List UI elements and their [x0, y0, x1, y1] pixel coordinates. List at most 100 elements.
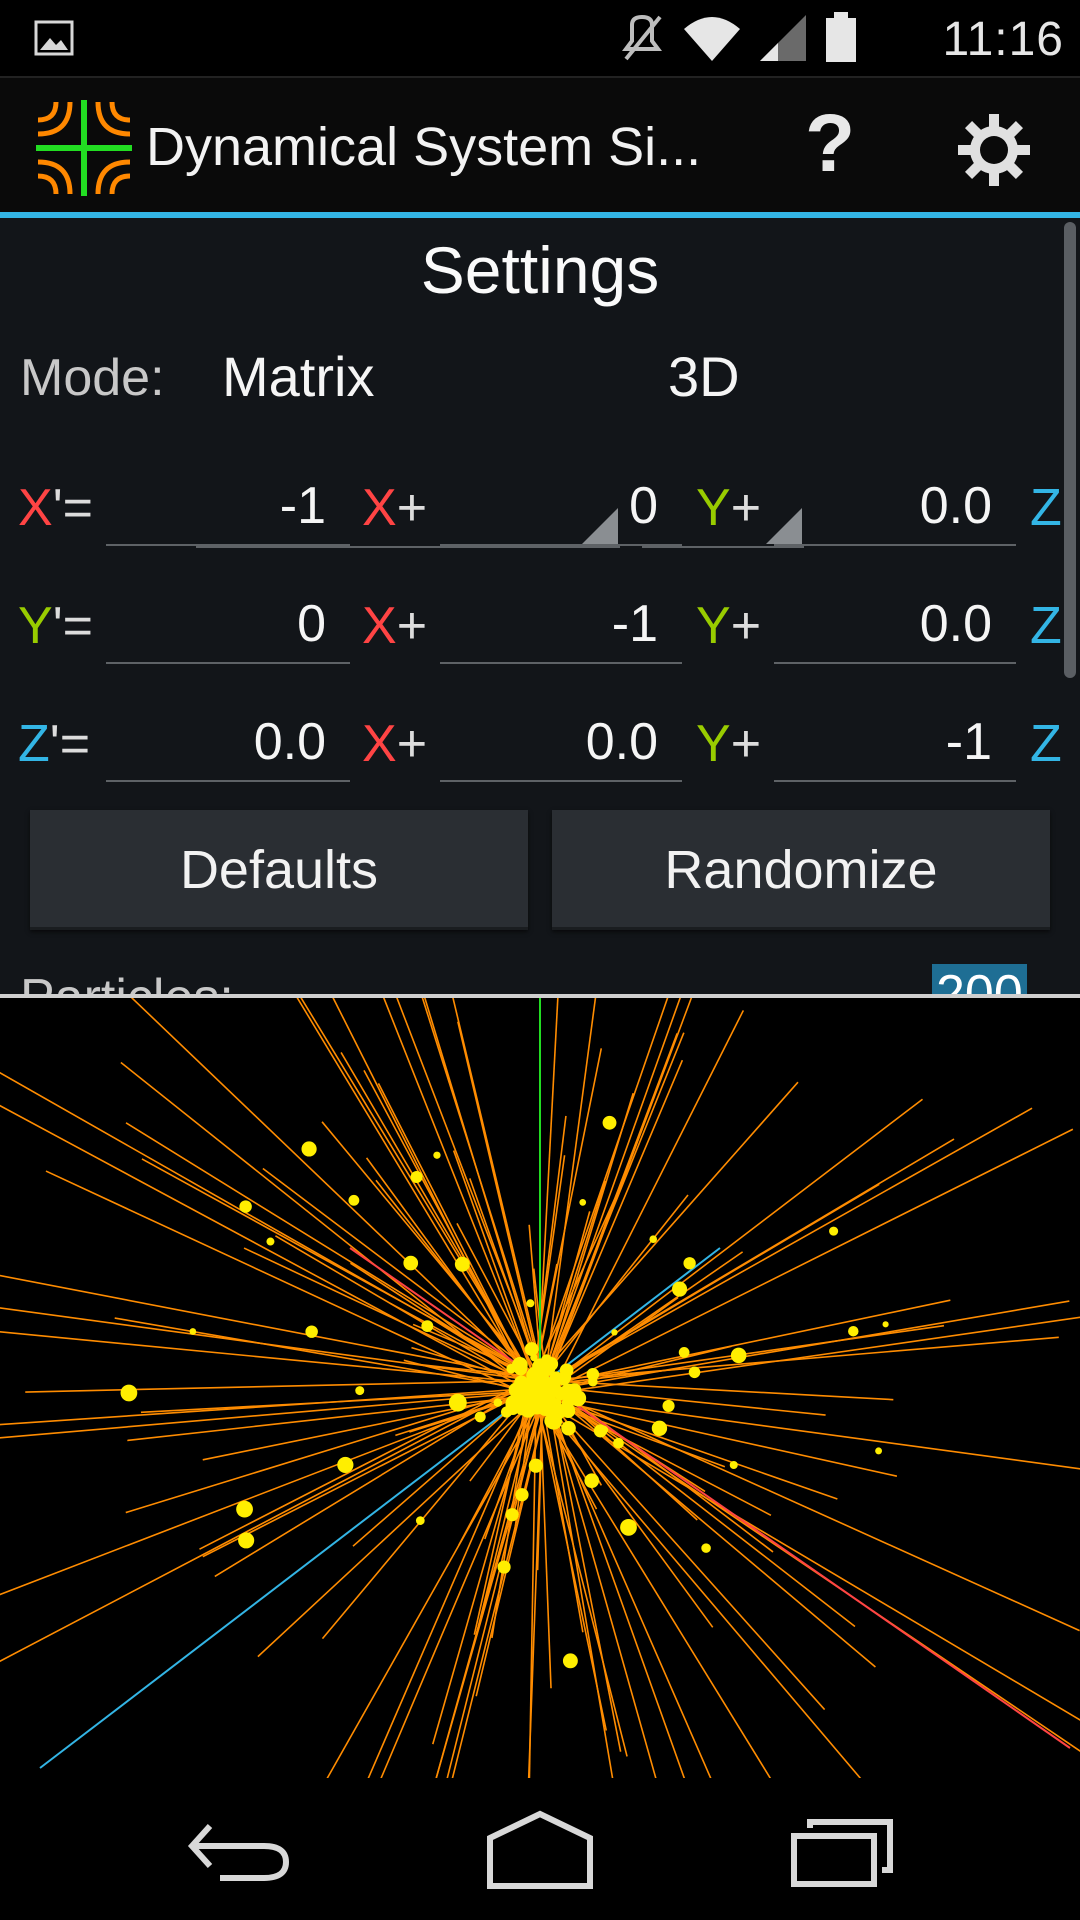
coeff-xx-field[interactable]: -1 — [106, 470, 350, 546]
trajectory-line — [456, 1223, 543, 1383]
particle-dot — [562, 1653, 578, 1669]
particles-value-field[interactable]: 200 — [932, 964, 1027, 996]
trajectory-line — [530, 1186, 621, 1383]
trajectory-line — [475, 1395, 550, 1697]
settings-panel[interactable]: Settings Mode: Matrix 3D X'= -1 X+ 0 Y+ … — [0, 218, 1080, 996]
trajectory-line — [452, 1150, 539, 1387]
particle-dot — [348, 1194, 360, 1206]
trajectory-line — [533, 1098, 924, 1396]
trajectory-line — [355, 927, 537, 1382]
particle-dot — [848, 1325, 859, 1337]
trajectory-line — [375, 1179, 534, 1381]
trajectory-line — [141, 1158, 544, 1381]
trajectory-line — [536, 1384, 826, 1416]
trajectory-line — [473, 1381, 532, 1635]
mode-spinner-value: Matrix — [222, 345, 375, 408]
term-y-label: Y+ — [696, 479, 762, 537]
particle-dot — [449, 1396, 457, 1404]
trajectory-line — [538, 1387, 552, 1689]
particle-dot — [701, 1543, 711, 1553]
trajectory-line — [0, 1387, 535, 1426]
particle-dot — [236, 1500, 253, 1518]
coeff-yx-field[interactable]: 0 — [106, 588, 350, 664]
trajectory-line — [533, 1393, 628, 1757]
particle-dot — [506, 1363, 517, 1374]
trajectory-line — [202, 1380, 547, 1558]
term-z-label: Z — [1030, 479, 1062, 537]
particle-dot — [120, 1384, 138, 1402]
particle-dot — [238, 1532, 255, 1549]
term-z-label: Z — [1030, 715, 1062, 773]
particle-dot — [588, 1377, 598, 1387]
particle-dot — [497, 1560, 511, 1574]
particle-dot — [538, 1389, 556, 1408]
app-title: Dynamical System Si... — [146, 117, 702, 177]
trajectory-line — [535, 1386, 826, 1711]
trajectory-line — [544, 1384, 856, 1628]
coeff-yy-field[interactable]: -1 — [440, 588, 682, 664]
action-bar: Dynamical System Si... ? — [0, 76, 1080, 214]
particle-dot — [599, 1425, 609, 1435]
coeff-zy-field[interactable]: 0.0 — [440, 706, 682, 782]
defaults-button[interactable]: Defaults — [30, 810, 528, 930]
back-icon[interactable] — [180, 1798, 300, 1898]
home-icon[interactable] — [480, 1798, 600, 1898]
particle-dot — [301, 1141, 317, 1157]
particle-dot — [649, 1235, 658, 1244]
particle-dot — [508, 1382, 524, 1398]
coeff-zx-field[interactable]: 0.0 — [106, 706, 350, 782]
dimension-spinner[interactable] — [642, 452, 804, 548]
trajectory-line — [457, 1021, 546, 1392]
coeff-xy-field[interactable]: 0 — [440, 470, 682, 546]
randomize-button[interactable]: Randomize — [552, 810, 1050, 930]
trajectory-line — [536, 1396, 1080, 1721]
gear-icon[interactable] — [958, 114, 1030, 186]
x-axis-line — [349, 1247, 1071, 1749]
coeff-zz-field[interactable]: -1 — [774, 706, 1016, 782]
mode-spinner[interactable] — [196, 452, 620, 548]
settings-scrollbar[interactable] — [1064, 222, 1076, 678]
trajectory-line — [548, 1251, 744, 1387]
trajectory-line — [275, 1235, 550, 1398]
navigation-bar — [0, 1778, 1080, 1920]
particle-dot — [586, 1368, 600, 1381]
phase-space-view[interactable] — [0, 740, 1080, 1920]
phase-space-canvas[interactable] — [0, 740, 1080, 1920]
coeff-yz-field[interactable]: 0.0 — [774, 588, 1016, 664]
particle-dot — [535, 1364, 545, 1373]
particle-dot — [421, 1320, 434, 1333]
particle-dot — [515, 1488, 529, 1502]
trajectory-line — [543, 1336, 1059, 1382]
trajectory-line — [125, 1122, 542, 1381]
particle-dot — [683, 1257, 696, 1270]
particle-dot — [651, 1420, 668, 1436]
trajectory-line — [432, 1394, 534, 1745]
particle-dot — [528, 1458, 543, 1473]
recents-icon[interactable] — [780, 1798, 900, 1898]
clock: 11:16 — [942, 13, 1064, 66]
dimension-spinner-value: 3D — [668, 345, 740, 408]
spinner-arrow-icon — [582, 508, 618, 544]
spinner-arrow-icon — [766, 508, 802, 544]
trajectory-line — [538, 1394, 1080, 1470]
trajectory-line — [532, 1115, 567, 1382]
coeff-xz-field[interactable]: 0.0 — [774, 470, 1016, 546]
gallery-icon — [34, 20, 74, 56]
particle-dot — [526, 1299, 535, 1308]
term-z-label: Z — [1030, 597, 1062, 655]
help-icon[interactable]: ? — [804, 98, 856, 189]
particle-dot — [337, 1456, 354, 1474]
particle-dot — [305, 1325, 318, 1338]
battery-icon — [826, 12, 856, 62]
panel-divider[interactable] — [0, 994, 1080, 998]
trajectory-line — [0, 1274, 545, 1382]
trajectory-line — [199, 1378, 532, 1550]
signal-icon — [760, 15, 806, 61]
trajectory-line — [321, 1384, 536, 1640]
particle-dot — [602, 1115, 617, 1130]
term-y-label: Y+ — [696, 597, 762, 655]
trajectory-line — [0, 1377, 539, 1663]
trajectory-line — [536, 1128, 1074, 1398]
trajectory-line — [530, 1183, 880, 1393]
particle-dot — [678, 1347, 690, 1358]
